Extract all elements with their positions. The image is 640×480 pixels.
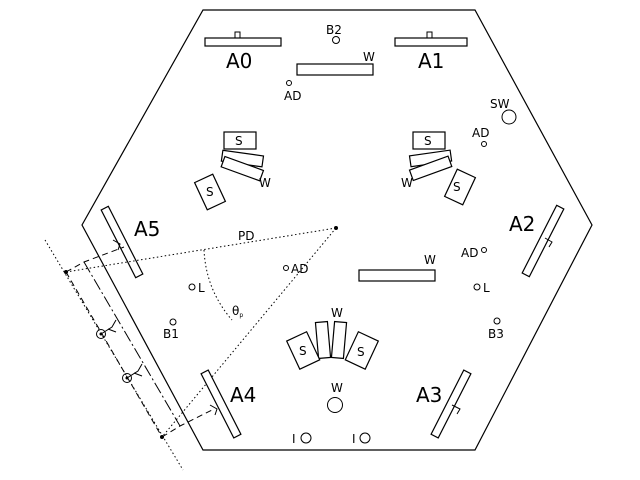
bottom-w-marker	[327, 397, 343, 413]
ad-label-right: AD	[461, 246, 478, 260]
a5-link-dashed	[65, 246, 125, 273]
a2-label: A2	[509, 212, 535, 236]
a4-link-dashed	[161, 408, 215, 438]
pd-vertical-ref	[44, 239, 184, 471]
robot-marker-upper	[96, 319, 117, 339]
ad-label-right-upper: AD	[472, 126, 489, 140]
a2-unit	[521, 204, 565, 278]
ad-label-top: AD	[284, 89, 301, 103]
a3-label: A3	[416, 383, 442, 407]
a0-label: A0	[226, 49, 252, 73]
i-marker-right	[359, 432, 371, 444]
a5-label: A5	[134, 217, 160, 241]
wall-stack-left	[220, 149, 265, 182]
sensor-box-bottom-left-label: S	[299, 344, 307, 358]
theta-label: θp	[232, 304, 243, 319]
robot-track-dashdot	[83, 261, 181, 427]
b3-marker	[493, 317, 501, 325]
a1-label: A1	[418, 49, 444, 73]
pd-line	[65, 227, 337, 273]
wall-bar-middle	[358, 269, 436, 282]
ad-marker-right-upper	[481, 141, 487, 147]
a3-unit	[430, 369, 472, 439]
b1-label: B1	[163, 327, 179, 341]
ad-marker-right	[481, 247, 487, 253]
robot-track-dashed	[65, 271, 163, 438]
pd-point-end	[334, 226, 338, 230]
b1-marker	[169, 318, 177, 326]
wall-stack-left-label: W	[259, 176, 271, 190]
a4-unit	[200, 369, 242, 439]
wall-bar-top	[296, 63, 374, 76]
i-marker-left	[300, 432, 312, 444]
sensor-box-right-top-label: S	[424, 134, 432, 148]
hexagon-field-outline	[81, 9, 593, 451]
robot-marker-lower	[122, 363, 143, 383]
a4-label: A4	[230, 383, 256, 407]
sensor-box-bottom-right-label: S	[357, 345, 365, 359]
b2-label: B2	[326, 23, 342, 37]
theta-arc	[203, 249, 233, 321]
pd-label: PD	[238, 229, 254, 243]
theta-symbol: θ	[232, 304, 239, 318]
theta-subscript: p	[239, 312, 243, 319]
sensor-box-bottom-right	[344, 330, 380, 370]
pd-ray-down	[161, 227, 337, 438]
b3-label: B3	[488, 327, 504, 341]
l-label-left: L	[198, 281, 205, 295]
wall-bar-top-label: W	[363, 50, 375, 64]
ad-label-center: AD	[291, 262, 308, 276]
l-label-right: L	[483, 281, 490, 295]
a5-unit	[100, 205, 144, 279]
sw-label: SW	[490, 97, 510, 111]
sensor-box-right-side	[443, 168, 477, 206]
sensor-box-left-top	[223, 131, 257, 150]
bottom-w-label: W	[331, 381, 343, 395]
a1-unit	[394, 31, 468, 47]
sensor-box-left-side-label: S	[206, 185, 214, 199]
wall-stack-right-label: W	[401, 176, 413, 190]
sensor-box-bottom-left	[285, 330, 321, 370]
b2-marker	[332, 36, 340, 44]
sensor-box-left-side	[193, 173, 227, 211]
sensor-box-left-top-label: S	[235, 134, 243, 148]
a0-unit	[204, 31, 282, 47]
wall-stack-right	[408, 149, 453, 182]
wall-bar-middle-label: W	[424, 253, 436, 267]
bottom-cluster-w-label: W	[331, 306, 343, 320]
l-marker-left	[188, 283, 196, 291]
ad-marker-top	[286, 80, 292, 86]
sensor-box-right-top	[412, 131, 446, 150]
ad-marker-center	[283, 265, 289, 271]
sw-marker	[501, 109, 517, 125]
l-marker-right	[473, 283, 481, 291]
i-label-left: I	[292, 432, 296, 446]
wall-stack-bottom	[314, 320, 348, 360]
i-label-right: I	[352, 432, 356, 446]
sensor-box-right-side-label: S	[453, 180, 461, 194]
